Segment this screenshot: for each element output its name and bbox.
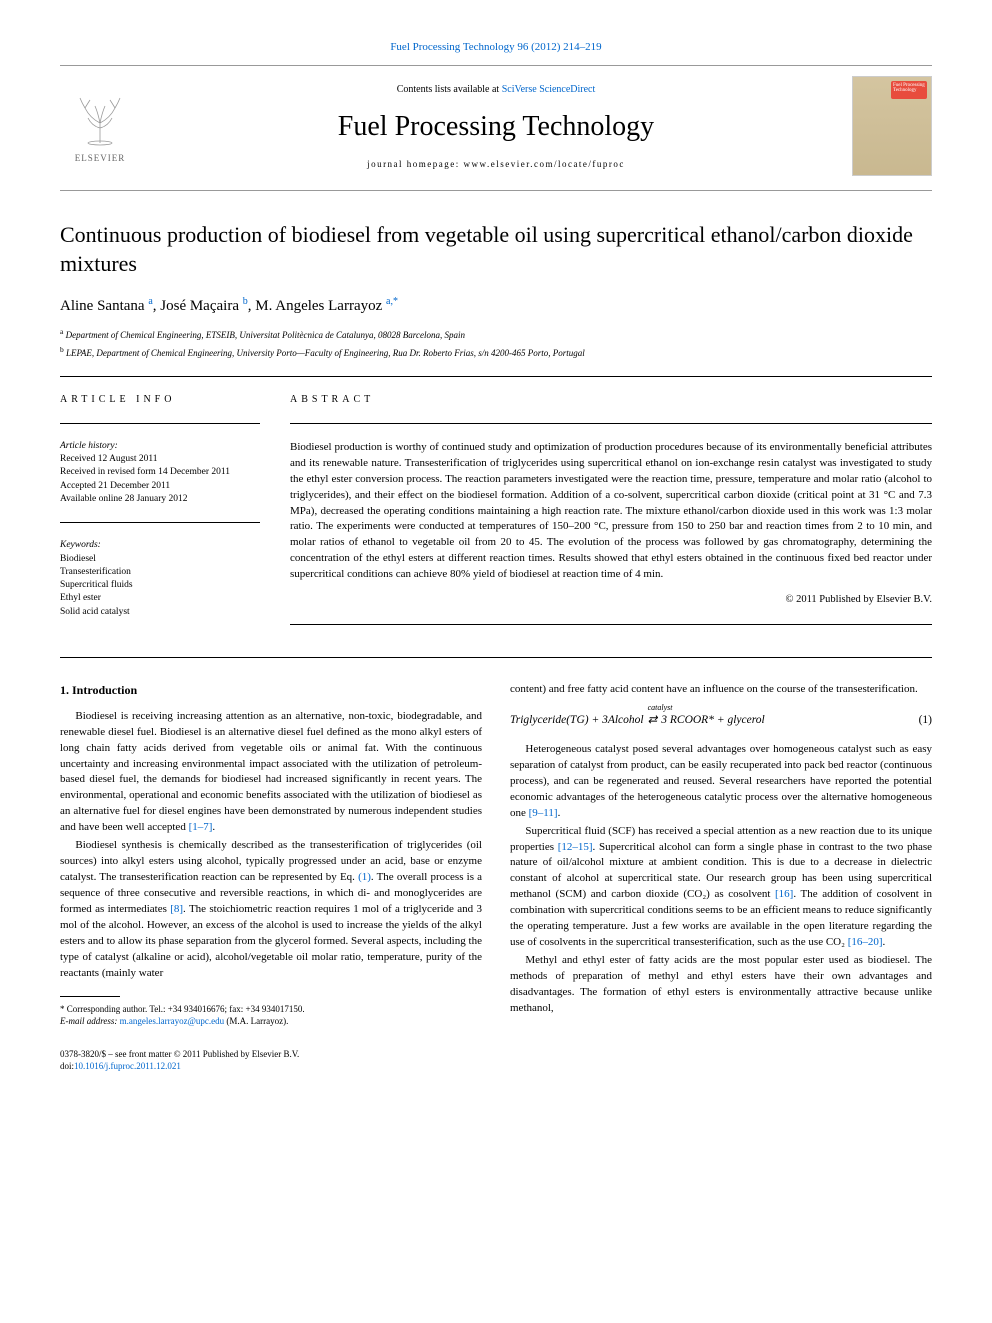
homepage-prefix: journal homepage:	[367, 159, 463, 169]
section-1-heading: 1. Introduction	[60, 682, 482, 699]
article-info-heading: ARTICLE INFO	[60, 393, 260, 407]
author-list: Aline Santana a, José Maçaira b, M. Ange…	[60, 295, 932, 317]
keyword: Supercritical fluids	[60, 579, 260, 592]
doi-line: doi:10.1016/j.fuproc.2011.12.021	[60, 1060, 482, 1073]
thin-divider	[60, 423, 260, 424]
body-paragraph: Biodiesel synthesis is chemically descri…	[60, 838, 482, 981]
contents-prefix: Contents lists available at	[397, 84, 502, 95]
front-matter-line: 0378-3820/$ – see front matter © 2011 Pu…	[60, 1048, 482, 1061]
keyword: Ethyl ester	[60, 592, 260, 605]
body-paragraph: Biodiesel is receiving increasing attent…	[60, 709, 482, 837]
header-center: Contents lists available at SciVerse Sci…	[156, 83, 836, 171]
affiliation-a: a Department of Chemical Engineering, ET…	[60, 327, 932, 342]
history-line: Received in revised form 14 December 201…	[60, 466, 260, 479]
keyword: Solid acid catalyst	[60, 606, 260, 619]
journal-cover-thumbnail: Fuel Processing Technology	[852, 76, 932, 176]
abstract-heading: ABSTRACT	[290, 393, 932, 407]
homepage-line: journal homepage: www.elsevier.com/locat…	[156, 158, 836, 171]
doi-link[interactable]: 10.1016/j.fuproc.2011.12.021	[74, 1061, 181, 1071]
page-container: Fuel Processing Technology 96 (2012) 214…	[0, 0, 992, 1113]
journal-cover-badge: Fuel Processing Technology	[891, 81, 927, 99]
thin-divider	[60, 522, 260, 523]
affiliation-b: b LEPAE, Department of Chemical Engineer…	[60, 345, 932, 360]
citation-link[interactable]: [12–15]	[558, 841, 593, 853]
abstract-column: ABSTRACT Biodiesel production is worthy …	[290, 393, 932, 641]
meta-abstract-row: ARTICLE INFO Article history: Received 1…	[60, 393, 932, 641]
footnote-block: * Corresponding author. Tel.: +34 934016…	[60, 996, 482, 1073]
citation-link[interactable]: [1–7]	[189, 821, 213, 833]
keyword: Transesterification	[60, 566, 260, 579]
contents-line: Contents lists available at SciVerse Sci…	[156, 83, 836, 97]
history-line: Received 12 August 2011	[60, 453, 260, 466]
citation-link[interactable]: [9–11]	[529, 807, 558, 819]
equation-body: Triglyceride(TG) + 3Alcoholcatalyst⇄3 RC…	[510, 712, 765, 728]
email-link[interactable]: m.angeles.larrayoz@upc.edu	[120, 1016, 225, 1026]
thin-divider	[290, 624, 932, 625]
divider	[60, 376, 932, 377]
elsevier-logo: ELSEVIER	[60, 81, 140, 171]
body-paragraph: content) and free fatty acid content hav…	[510, 682, 932, 698]
equation-1: Triglyceride(TG) + 3Alcoholcatalyst⇄3 RC…	[510, 712, 932, 728]
citation-link[interactable]: [8]	[170, 903, 183, 915]
article-history: Article history: Received 12 August 2011…	[60, 440, 260, 506]
top-citation-link[interactable]: Fuel Processing Technology 96 (2012) 214…	[390, 41, 601, 53]
body-paragraph: Heterogeneous catalyst posed several adv…	[510, 742, 932, 822]
corresponding-author-footnote: * Corresponding author. Tel.: +34 934016…	[60, 1003, 482, 1016]
homepage-url: www.elsevier.com/locate/fuproc	[464, 159, 625, 169]
article-info-column: ARTICLE INFO Article history: Received 1…	[60, 393, 260, 641]
footnote-separator	[60, 996, 120, 997]
citation-link[interactable]: [16–20]	[848, 936, 883, 948]
body-columns: 1. Introduction Biodiesel is receiving i…	[60, 682, 932, 1073]
abstract-text: Biodiesel production is worthy of contin…	[290, 440, 932, 583]
history-label: Article history:	[60, 440, 260, 453]
journal-title: Fuel Processing Technology	[156, 107, 836, 146]
author-3: M. Angeles Larrayoz a,*	[255, 298, 398, 314]
body-paragraph: Supercritical fluid (SCF) has received a…	[510, 824, 932, 952]
copyright-line: © 2011 Published by Elsevier B.V.	[290, 593, 932, 608]
article-title: Continuous production of biodiesel from …	[60, 221, 932, 278]
elsevier-label: ELSEVIER	[75, 152, 126, 165]
footer-block: 0378-3820/$ – see front matter © 2011 Pu…	[60, 1048, 482, 1073]
equation-link[interactable]: (1)	[358, 871, 371, 883]
body-paragraph: Methyl and ethyl ester of fatty acids ar…	[510, 953, 932, 1017]
keyword: Biodiesel	[60, 553, 260, 566]
keywords-label: Keywords:	[60, 539, 260, 552]
equation-number: (1)	[919, 712, 932, 728]
email-footnote: E-mail address: m.angeles.larrayoz@upc.e…	[60, 1015, 482, 1028]
history-line: Accepted 21 December 2011	[60, 480, 260, 493]
history-line: Available online 28 January 2012	[60, 493, 260, 506]
sciencedirect-link[interactable]: SciVerse ScienceDirect	[502, 84, 596, 95]
author-2: José Maçaira b	[160, 298, 247, 314]
citation-link[interactable]: [16]	[775, 888, 793, 900]
corresponding-author-link[interactable]: *	[393, 296, 398, 307]
journal-header: ELSEVIER Contents lists available at Sci…	[60, 65, 932, 191]
author-1: Aline Santana a	[60, 298, 153, 314]
top-citation: Fuel Processing Technology 96 (2012) 214…	[60, 40, 932, 55]
divider	[60, 657, 932, 658]
thin-divider	[290, 423, 932, 424]
elsevier-tree-icon	[70, 88, 130, 148]
keywords-block: Keywords: Biodiesel Transesterification …	[60, 539, 260, 619]
